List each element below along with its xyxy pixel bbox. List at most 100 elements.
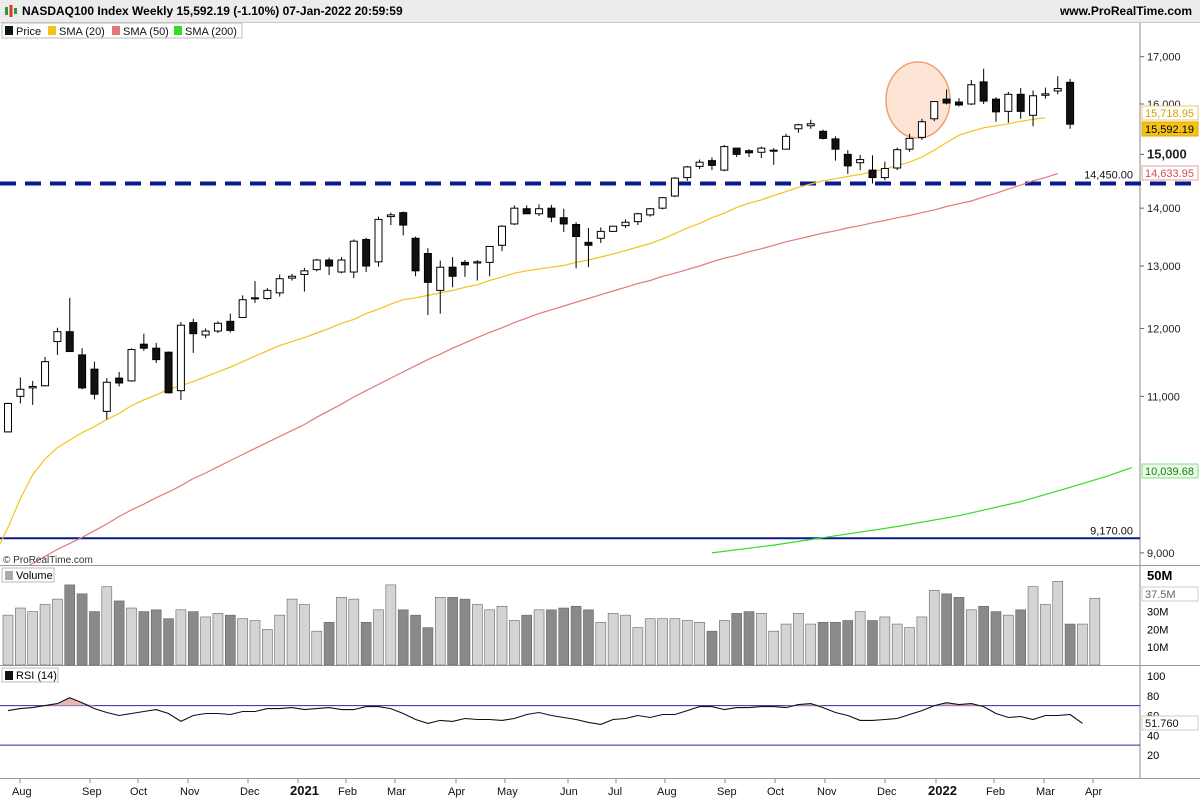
candle-body: [127, 349, 136, 382]
volume-bar: [928, 589, 940, 666]
legend-sma200-label[interactable]: SMA (200): [185, 26, 237, 38]
volume-bar: [854, 611, 866, 666]
candle-body: [794, 124, 803, 130]
bottom-level-label: 9,170.00: [1090, 525, 1133, 537]
sma20-value-box: [1141, 105, 1199, 121]
x-axis-label: Jun: [560, 786, 578, 798]
x-axis-label: Jul: [608, 786, 622, 798]
candle-body: [325, 259, 334, 267]
legend-sma50-label[interactable]: SMA (50): [123, 26, 169, 38]
sma200-value: 10,039.68: [1141, 463, 1199, 479]
candle-body: [757, 147, 766, 153]
candle: [967, 79, 976, 105]
watermark: © ProRealTime.com: [3, 555, 93, 566]
candle-body: [4, 402, 12, 433]
candle-body: [16, 388, 25, 397]
candle-body: [1041, 93, 1050, 96]
volume-legend-swatch: [5, 571, 13, 580]
legend-price-label[interactable]: Price: [16, 26, 41, 38]
volume-bar: [89, 611, 100, 666]
rsi-legend: RSI (14): [1, 667, 59, 683]
candle: [942, 89, 951, 105]
candle: [473, 260, 482, 281]
candle: [769, 148, 778, 165]
price-tick-label: 14,000: [1147, 203, 1181, 215]
rsi-legend-label[interactable]: RSI (14): [16, 670, 57, 682]
candle: [1053, 76, 1062, 95]
volume-bar: [1003, 614, 1014, 666]
rsi-tick-label: 100: [1147, 671, 1165, 683]
price-tick-label: 11,000: [1147, 391, 1180, 403]
candle-body: [176, 324, 185, 392]
volume-bar: [756, 613, 767, 666]
x-axis-label: Aug: [12, 786, 32, 798]
candle: [411, 236, 420, 277]
candle: [337, 257, 346, 274]
candle: [856, 154, 865, 171]
candle-body: [954, 101, 963, 106]
x-axis-label: Sep: [82, 786, 102, 798]
candle: [1004, 91, 1013, 123]
volume-bar: [546, 609, 557, 666]
volume-bar: [237, 618, 248, 666]
candle-body: [510, 207, 519, 225]
candle-body: [782, 135, 791, 150]
volume-legend-label[interactable]: Volume: [16, 570, 53, 582]
volume-bar: [706, 630, 718, 666]
candle-body: [423, 252, 432, 283]
candle: [880, 161, 889, 181]
volume-bar: [521, 614, 533, 666]
volume-bar: [916, 616, 928, 666]
candle-body: [559, 217, 568, 225]
candle: [28, 380, 37, 405]
volume-bar: [990, 611, 1002, 666]
candle-body: [139, 343, 148, 349]
candle: [905, 133, 914, 152]
window-title: NASDAQ100 Index Weekly 15,592.19 (-1.10%…: [22, 4, 403, 18]
volume-bar: [113, 600, 125, 666]
candle: [115, 371, 124, 387]
volume-bar: [570, 605, 582, 666]
candle-body: [374, 218, 383, 263]
volume-tick-label: 30M: [1147, 607, 1168, 619]
volume-bar: [336, 597, 347, 666]
candle-body: [28, 385, 37, 389]
volume-bar: [681, 620, 693, 666]
candle-body: [102, 381, 111, 412]
volume-bar: [805, 623, 817, 666]
candle-body: [584, 241, 593, 246]
candle-body: [411, 237, 420, 272]
candle: [226, 313, 235, 333]
candle: [806, 119, 815, 129]
candle: [535, 204, 544, 217]
volume-bar: [459, 598, 471, 666]
candle-body: [213, 322, 222, 332]
candle-body: [831, 138, 840, 150]
rsi-last-value-box: [1141, 715, 1199, 731]
candle-body: [868, 169, 877, 179]
volume-bar: [595, 621, 607, 666]
volume-last-value-text: 37.5M: [1145, 589, 1176, 601]
sma20-value: 15,718.95: [1141, 105, 1199, 121]
volume-last-value: 37.5M: [1141, 586, 1199, 602]
volume-bar: [311, 630, 323, 666]
candle: [4, 402, 12, 433]
candle-body: [942, 98, 951, 104]
candle: [102, 378, 111, 420]
candle-body: [819, 130, 828, 139]
chart-legend: Price SMA (20) SMA (50) SMA (200): [1, 22, 243, 39]
candle: [954, 98, 963, 107]
volume-bar: [2, 614, 14, 666]
candle: [782, 133, 791, 150]
volume-bar: [200, 616, 211, 666]
volume-bar: [941, 593, 952, 666]
candle-body: [1053, 88, 1062, 92]
last-price-value: 15,592.19: [1141, 121, 1199, 137]
candle: [139, 333, 148, 351]
candle-body: [609, 225, 618, 232]
site-link[interactable]: www.ProRealTime.com: [1059, 4, 1192, 18]
legend-sma20-label[interactable]: SMA (20): [59, 26, 105, 38]
volume-bar: [212, 613, 224, 666]
candle-body: [992, 98, 1000, 113]
